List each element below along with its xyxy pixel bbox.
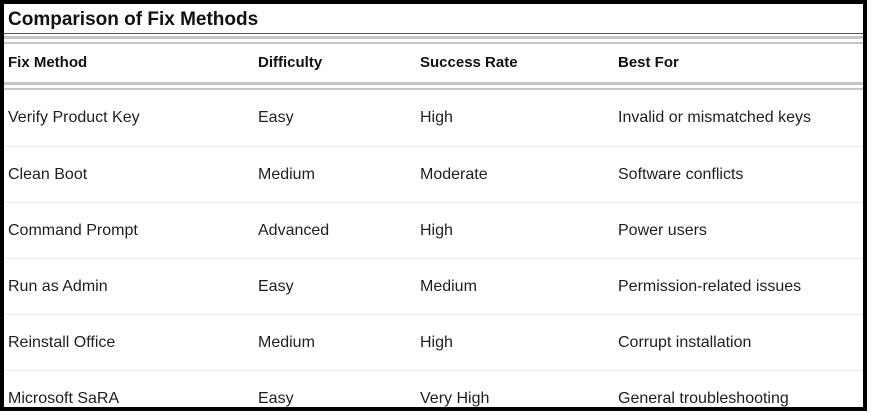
cell-fix-method: Reinstall Office xyxy=(8,333,116,351)
cell-success-rate: Moderate xyxy=(420,165,488,183)
cell-best-for: General troubleshooting xyxy=(618,389,789,407)
comparison-table-frame: Comparison of Fix Methods Fix Method Dif… xyxy=(0,0,867,411)
cell-best-for: Software conflicts xyxy=(618,165,744,183)
double-rule-top xyxy=(4,36,863,44)
cell-fix-method: Microsoft SaRA xyxy=(8,389,120,407)
cell-success-rate: Very High xyxy=(420,389,490,407)
cell-difficulty: Medium xyxy=(258,165,315,183)
cell-fix-method: Run as Admin xyxy=(8,277,108,295)
column-header-success-rate: Success Rate xyxy=(420,53,518,71)
double-rule-header-bottom xyxy=(4,82,863,90)
cell-difficulty: Advanced xyxy=(258,221,330,239)
cell-difficulty: Easy xyxy=(258,277,294,295)
page-title: Comparison of Fix Methods xyxy=(4,4,863,34)
column-header-fix-method: Fix Method xyxy=(8,53,88,71)
column-header-difficulty: Difficulty xyxy=(258,53,323,71)
cell-success-rate: High xyxy=(420,221,453,239)
cell-fix-method: Command Prompt xyxy=(8,221,138,239)
table-header-row: Fix Method Difficulty Success Rate Best … xyxy=(4,44,863,80)
cell-fix-method: Verify Product Key xyxy=(8,109,140,126)
cell-difficulty: Medium xyxy=(258,333,315,351)
cell-difficulty: Easy xyxy=(258,109,294,126)
cell-success-rate: High xyxy=(420,109,453,126)
cell-success-rate: High xyxy=(420,333,453,351)
cell-difficulty: Easy xyxy=(258,389,294,407)
table-row: Clean Boot Medium Moderate Software conf… xyxy=(4,146,863,202)
table-row: Command Prompt Advanced High Power users xyxy=(4,202,863,258)
cell-best-for: Invalid or mismatched keys xyxy=(618,109,811,126)
table-row: Microsoft SaRA Easy Very High General tr… xyxy=(4,370,863,407)
table-row: Run as Admin Easy Medium Permission-rela… xyxy=(4,258,863,314)
table-row: Verify Product Key Easy High Invalid or … xyxy=(4,90,863,146)
cell-fix-method: Clean Boot xyxy=(8,165,88,183)
cell-best-for: Corrupt installation xyxy=(618,333,752,351)
column-header-best-for: Best For xyxy=(618,53,679,71)
cell-best-for: Power users xyxy=(618,221,707,239)
cell-best-for: Permission-related issues xyxy=(618,277,802,295)
table-row: Reinstall Office Medium High Corrupt ins… xyxy=(4,314,863,370)
cell-success-rate: Medium xyxy=(420,277,477,295)
